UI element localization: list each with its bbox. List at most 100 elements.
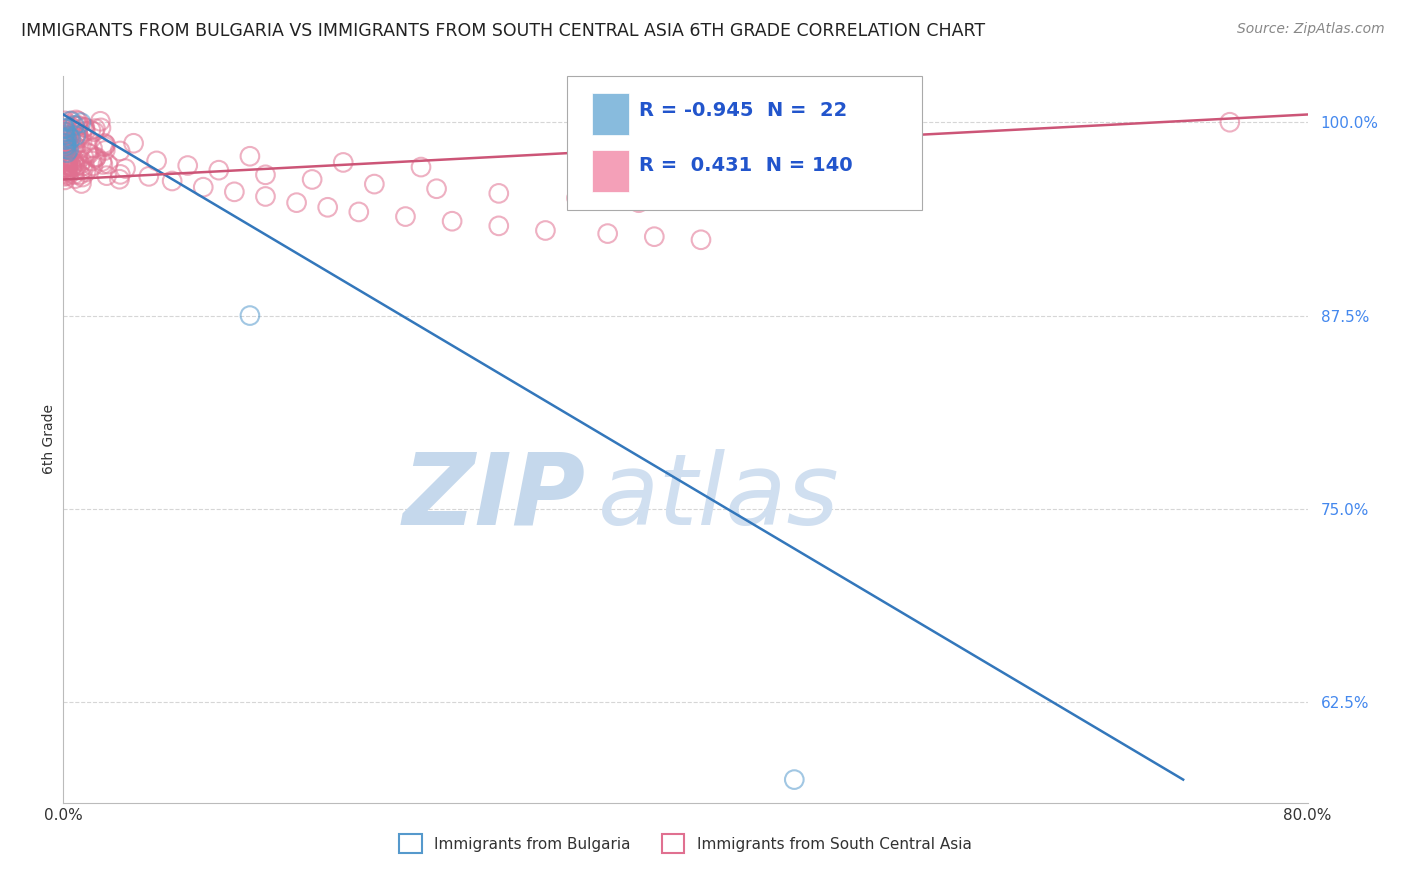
Point (56, 169, 79, 183)
Point (138, 169, 160, 184)
Point (55, 130, 77, 145)
Point (90, 120, 112, 135)
Point (53, 169, 76, 184)
Point (60, 114, 83, 128)
Point (94, 137, 117, 152)
Point (534, 223, 557, 237)
Point (55, 137, 77, 152)
Point (58, 128, 80, 143)
Point (59, 120, 82, 135)
Point (82, 141, 104, 155)
Point (53, 121, 76, 136)
Point (60, 160, 83, 174)
Point (316, 200, 339, 214)
Text: R =  0.431  N = 140: R = 0.431 N = 140 (640, 156, 853, 175)
Point (55, 141, 77, 155)
Point (58, 153, 80, 167)
Point (84, 152, 107, 166)
Point (53, 163, 76, 178)
FancyBboxPatch shape (592, 150, 630, 192)
Point (53, 167, 76, 181)
Point (55, 136, 77, 151)
Point (72, 149, 94, 163)
Point (59, 132, 82, 146)
Point (58, 143, 80, 157)
Point (53, 128, 76, 142)
Text: Source: ZipAtlas.com: Source: ZipAtlas.com (1237, 22, 1385, 37)
Point (77, 146, 100, 161)
Point (627, 195, 650, 210)
Point (108, 144, 131, 158)
Point (67, 114, 90, 128)
Point (69, 135, 91, 149)
Point (56, 136, 79, 150)
FancyBboxPatch shape (592, 94, 630, 136)
Point (53, 133, 76, 147)
Point (94, 144, 117, 158)
Point (53, 173, 76, 187)
Point (55, 133, 77, 147)
Y-axis label: 6th Grade: 6th Grade (42, 404, 56, 475)
Point (69, 168, 91, 182)
Point (56, 157, 79, 171)
Point (58, 129, 80, 144)
Point (239, 309, 262, 323)
Point (53, 161, 76, 175)
Point (108, 172, 131, 186)
Point (55, 153, 77, 167)
Point (53, 161, 76, 176)
Point (193, 180, 215, 194)
Point (82, 159, 104, 173)
Point (53, 117, 76, 131)
Point (58, 136, 80, 151)
Point (83, 125, 105, 139)
Point (59, 154, 82, 169)
Point (84, 121, 107, 136)
Point (76, 145, 98, 160)
Point (63, 139, 86, 153)
Point (160, 174, 183, 188)
Point (91, 154, 114, 169)
Point (67, 130, 90, 145)
Point (441, 214, 464, 228)
Point (63, 171, 86, 186)
Point (145, 153, 167, 168)
Point (53, 125, 76, 139)
Point (70, 177, 93, 191)
Point (63, 119, 86, 133)
Point (1219, 115, 1241, 129)
Point (70, 154, 93, 169)
FancyBboxPatch shape (567, 76, 922, 211)
Point (254, 168, 277, 182)
Point (86, 150, 108, 164)
Point (56, 122, 79, 136)
Text: ZIP: ZIP (404, 449, 586, 546)
Point (53, 161, 76, 175)
Point (55, 125, 77, 139)
Point (53, 130, 76, 145)
Point (409, 160, 432, 174)
Point (53, 113, 76, 128)
Point (488, 219, 510, 233)
Point (363, 177, 385, 191)
Point (224, 185, 246, 199)
Point (285, 195, 308, 210)
Point (347, 205, 370, 219)
Point (55, 142, 77, 156)
Point (56, 126, 79, 140)
Point (62, 155, 84, 169)
Point (565, 191, 588, 205)
Text: R = -0.945  N =  22: R = -0.945 N = 22 (640, 102, 848, 120)
Point (66, 129, 89, 144)
Point (254, 189, 277, 203)
Point (65, 142, 87, 156)
Point (55, 150, 77, 164)
Point (56, 153, 79, 167)
Point (72, 159, 94, 173)
Point (56, 156, 79, 170)
Point (63, 164, 86, 178)
Point (66, 119, 89, 133)
Point (59, 120, 82, 135)
Point (783, 772, 806, 787)
Point (75, 124, 97, 138)
